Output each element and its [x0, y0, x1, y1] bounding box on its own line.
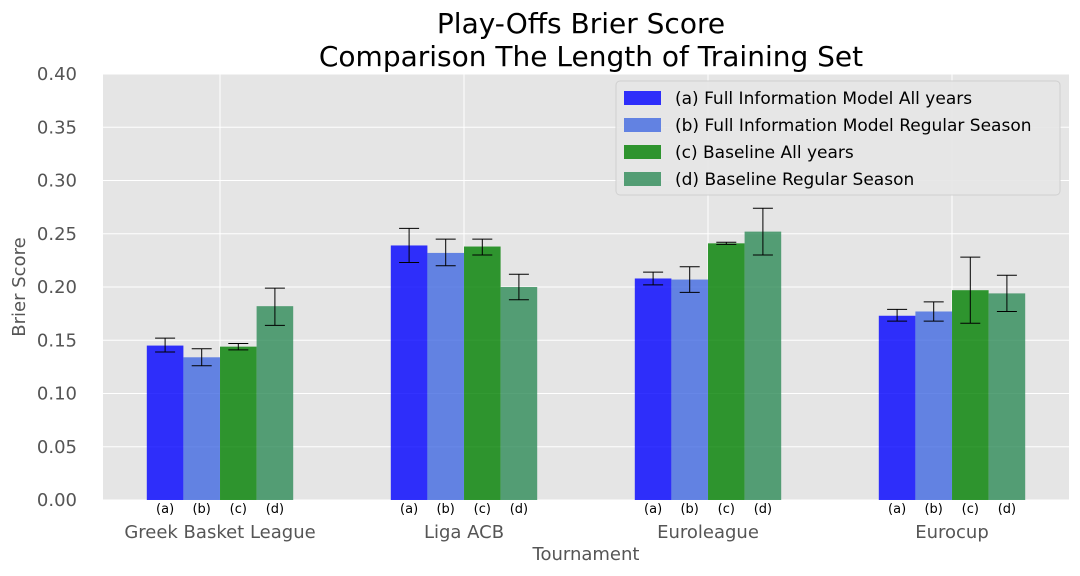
bar-sub-label: (c) — [230, 502, 247, 517]
bar — [744, 231, 782, 500]
bar — [390, 245, 428, 500]
y-axis-label: Brier Score — [9, 237, 30, 336]
y-tick-label: 0.25 — [37, 224, 77, 245]
y-tick-label: 0.00 — [37, 490, 77, 511]
y-tick-label: 0.15 — [37, 330, 77, 351]
bar-sub-label: (c) — [474, 502, 491, 517]
bar-sub-label: (d) — [510, 502, 528, 517]
x-tick-label: Greek Basket League — [124, 522, 315, 543]
chart-title-line-2: Comparison The Length of Training Set — [319, 40, 863, 73]
bar — [671, 279, 708, 500]
y-tick-label: 0.10 — [37, 384, 77, 405]
x-tick-label: Euroleague — [657, 522, 759, 543]
legend: (a) Full Information Model All years (b) … — [615, 80, 1061, 196]
y-axis-ticks: 0.00 0.05 0.10 0.15 0.20 0.25 0.30 0.35 0.40 — [37, 64, 77, 511]
bar-sub-label: (a) — [156, 502, 174, 517]
bar — [915, 311, 952, 500]
error-bars-group — [155, 207, 1017, 367]
x-axis-ticks: (a) (b) (c) (d) Greek Basket League (a) (b) (c)… — [124, 502, 1016, 543]
legend-swatch — [624, 118, 661, 132]
bar — [146, 345, 184, 500]
y-tick-label: 0.35 — [37, 117, 77, 138]
bar-sub-label: (b) — [924, 502, 942, 517]
y-tick-label: 0.20 — [37, 277, 77, 298]
bar — [183, 357, 220, 500]
bar-sub-label: (a) — [400, 502, 418, 517]
bar-sub-label: (d) — [754, 502, 772, 517]
legend-swatch — [624, 172, 661, 186]
legend-swatch — [624, 91, 661, 105]
y-tick-label: 0.05 — [37, 437, 77, 458]
bar-sub-label: (a) — [888, 502, 906, 517]
bar — [220, 346, 257, 500]
bar-sub-label: (b) — [192, 502, 210, 517]
bar — [427, 252, 464, 500]
bar — [708, 243, 745, 500]
x-tick-label: Eurocup — [915, 522, 989, 543]
bar-sub-label: (d) — [266, 502, 284, 517]
chart-title-line-1: Play-Offs Brier Score — [437, 7, 725, 40]
bar — [988, 293, 1026, 500]
bar — [952, 290, 989, 500]
bar — [500, 287, 538, 500]
bars-group — [146, 231, 1026, 500]
legend-entry-label: (b) Full Information Model Regular Seaso… — [675, 116, 1032, 136]
bar-sub-label: (b) — [680, 502, 698, 517]
bar — [256, 306, 294, 500]
legend-entry-label: (c) Baseline All years — [675, 143, 854, 163]
legend-swatch — [624, 145, 661, 159]
bar-sub-label: (c) — [718, 502, 735, 517]
bar — [464, 246, 501, 500]
bar-sub-label: (d) — [998, 502, 1016, 517]
legend-entry-label: (a) Full Information Model All years — [675, 89, 972, 109]
x-tick-label: Liga ACB — [424, 522, 504, 543]
bar — [878, 315, 916, 500]
legend-box — [615, 80, 1061, 196]
legend-entry-label: (d) Baseline Regular Season — [675, 170, 914, 190]
bar-sub-label: (c) — [962, 502, 979, 517]
bar-sub-label: (a) — [644, 502, 662, 517]
y-tick-label: 0.30 — [37, 171, 77, 192]
x-axis-label: Tournament — [532, 544, 640, 565]
bar — [634, 278, 672, 500]
bar-sub-label: (b) — [436, 502, 454, 517]
y-tick-label: 0.40 — [37, 64, 77, 85]
